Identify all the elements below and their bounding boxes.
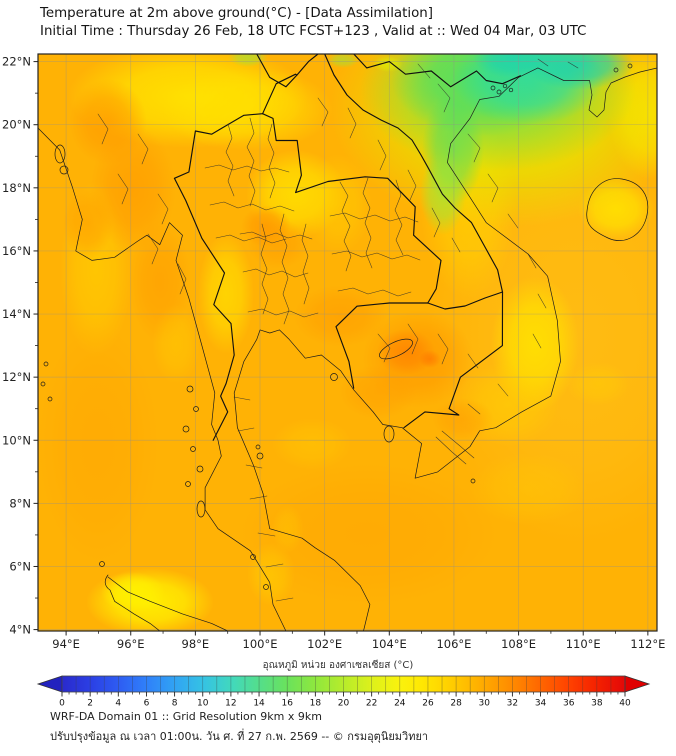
colorbar: 0 2 4 6 8 10 12 14 16 18 20 22 24 26 28 30 32 34 36 38 40 — [36, 675, 651, 709]
graticule — [38, 54, 657, 631]
colorbar-tick-label: 18 — [310, 699, 322, 709]
colorbar-tick-label: 26 — [422, 699, 434, 709]
border-cambodia-vietnam — [403, 291, 504, 429]
border-thailand-laos — [262, 113, 442, 304]
lat-tick-label: 22°N — [2, 55, 31, 69]
colorbar-right-arrow — [624, 675, 651, 693]
colorbar-tick-label: 16 — [281, 699, 293, 709]
map-frame — [37, 53, 658, 632]
lat-tick-label: 12°N — [2, 370, 31, 384]
lon-tick-label: 100°E — [243, 637, 278, 651]
lon-tick-label: 98°E — [182, 637, 210, 651]
gulf-and-vietnam-coastline — [233, 67, 657, 631]
border-laos-vietnam — [324, 54, 504, 293]
colorbar-title: อุณหภูมิ หน่วย องศาเซลเซียส (°C) — [262, 660, 414, 671]
border-myanmar-china — [256, 54, 319, 88]
colorbar-tick-label: 36 — [563, 699, 575, 709]
tonle-sap-lake — [379, 338, 413, 360]
lon-tick-label: 94°E — [52, 637, 80, 651]
lat-tick-label: 18°N — [2, 181, 31, 195]
colorbar-tick-label: 38 — [591, 699, 603, 709]
colorbar-tick-label: 2 — [87, 699, 93, 709]
colorbar-tick-label: 28 — [450, 699, 462, 709]
lat-tick-label: 16°N — [2, 244, 31, 258]
colorbar-tick-label: 32 — [507, 699, 518, 709]
colorbar-cell-dividers — [75, 676, 612, 692]
mainland-coastline — [38, 127, 287, 631]
lon-tick-label: 96°E — [117, 637, 145, 651]
colorbar-tick-label: 34 — [535, 699, 547, 709]
lat-tick-label: 14°N — [2, 307, 31, 321]
colorbar-tick-label: 30 — [479, 699, 491, 709]
footer-update-info: ปรับปรุงข้อมูล ณ เวลา 01:00น. วัน ศ. ที่… — [50, 730, 429, 743]
colorbar-ticks — [61, 692, 626, 697]
lat-tick-label: 6°N — [9, 559, 31, 573]
islands — [40, 63, 633, 590]
lat-tick-label: 4°N — [9, 623, 31, 637]
colorbar-left-arrow — [36, 675, 63, 693]
colorbar-tick-label: 10 — [197, 699, 209, 709]
lat-tick-label: 20°N — [2, 118, 31, 132]
colorbar-tick-label: 8 — [172, 699, 178, 709]
colorbar-tick-label: 40 — [619, 699, 631, 709]
province-borders — [97, 58, 579, 602]
colorbar-tick-label: 20 — [338, 699, 350, 709]
sumatra-northeast-coast — [107, 576, 229, 631]
lon-tick-label: 108°E — [501, 637, 536, 651]
colorbar-tick-labels: 0 2 4 6 8 10 12 14 16 18 20 22 24 26 28 30 32 34 36 38 40 — [59, 699, 631, 709]
colorbar-tick-label: 6 — [144, 699, 150, 709]
border-thailand-cambodia — [335, 302, 429, 389]
colorbar-tick-label: 14 — [253, 699, 265, 709]
border-vietnam-china — [353, 54, 522, 88]
border-myanmar-thailand — [173, 113, 264, 441]
lon-tick-label: 106°E — [436, 637, 471, 651]
colorbar-tick-label: 24 — [394, 699, 406, 709]
lat-tick-label: 10°N — [2, 433, 31, 447]
country-borders — [173, 54, 522, 441]
border-myanmar-laos — [262, 73, 298, 115]
lat-tick-label: 8°N — [9, 496, 31, 510]
colorbar-tick-label: 12 — [225, 699, 236, 709]
border-laos-cambodia — [427, 291, 504, 310]
coastlines — [38, 67, 657, 631]
temperature-field — [38, 54, 657, 631]
footer-domain-info: WRF-DA Domain 01 :: Grid Resolution 9km … — [50, 710, 322, 723]
axis-labels: 22°N 20°N 18°N 16°N 14°N 12°N 10°N 8°N 6°N 4°N 94°… — [2, 55, 665, 651]
hainan-island — [586, 178, 649, 241]
figure-subtitle: Initial Time : Thursday 26 Feb, 18 UTC F… — [40, 24, 587, 39]
lon-tick-label: 104°E — [372, 637, 407, 651]
lon-tick-label: 112°E — [630, 637, 665, 651]
colorbar-tick-label: 0 — [59, 699, 65, 709]
figure-title: Temperature at 2m above ground(°C) - [Da… — [40, 6, 433, 21]
colorbar-tick-label: 4 — [115, 699, 121, 709]
sumatra-west-coast — [104, 574, 161, 631]
lon-tick-label: 102°E — [307, 637, 342, 651]
lon-tick-label: 110°E — [566, 637, 601, 651]
axis-ticks — [33, 61, 649, 636]
colorbar-tick-label: 22 — [366, 699, 377, 709]
